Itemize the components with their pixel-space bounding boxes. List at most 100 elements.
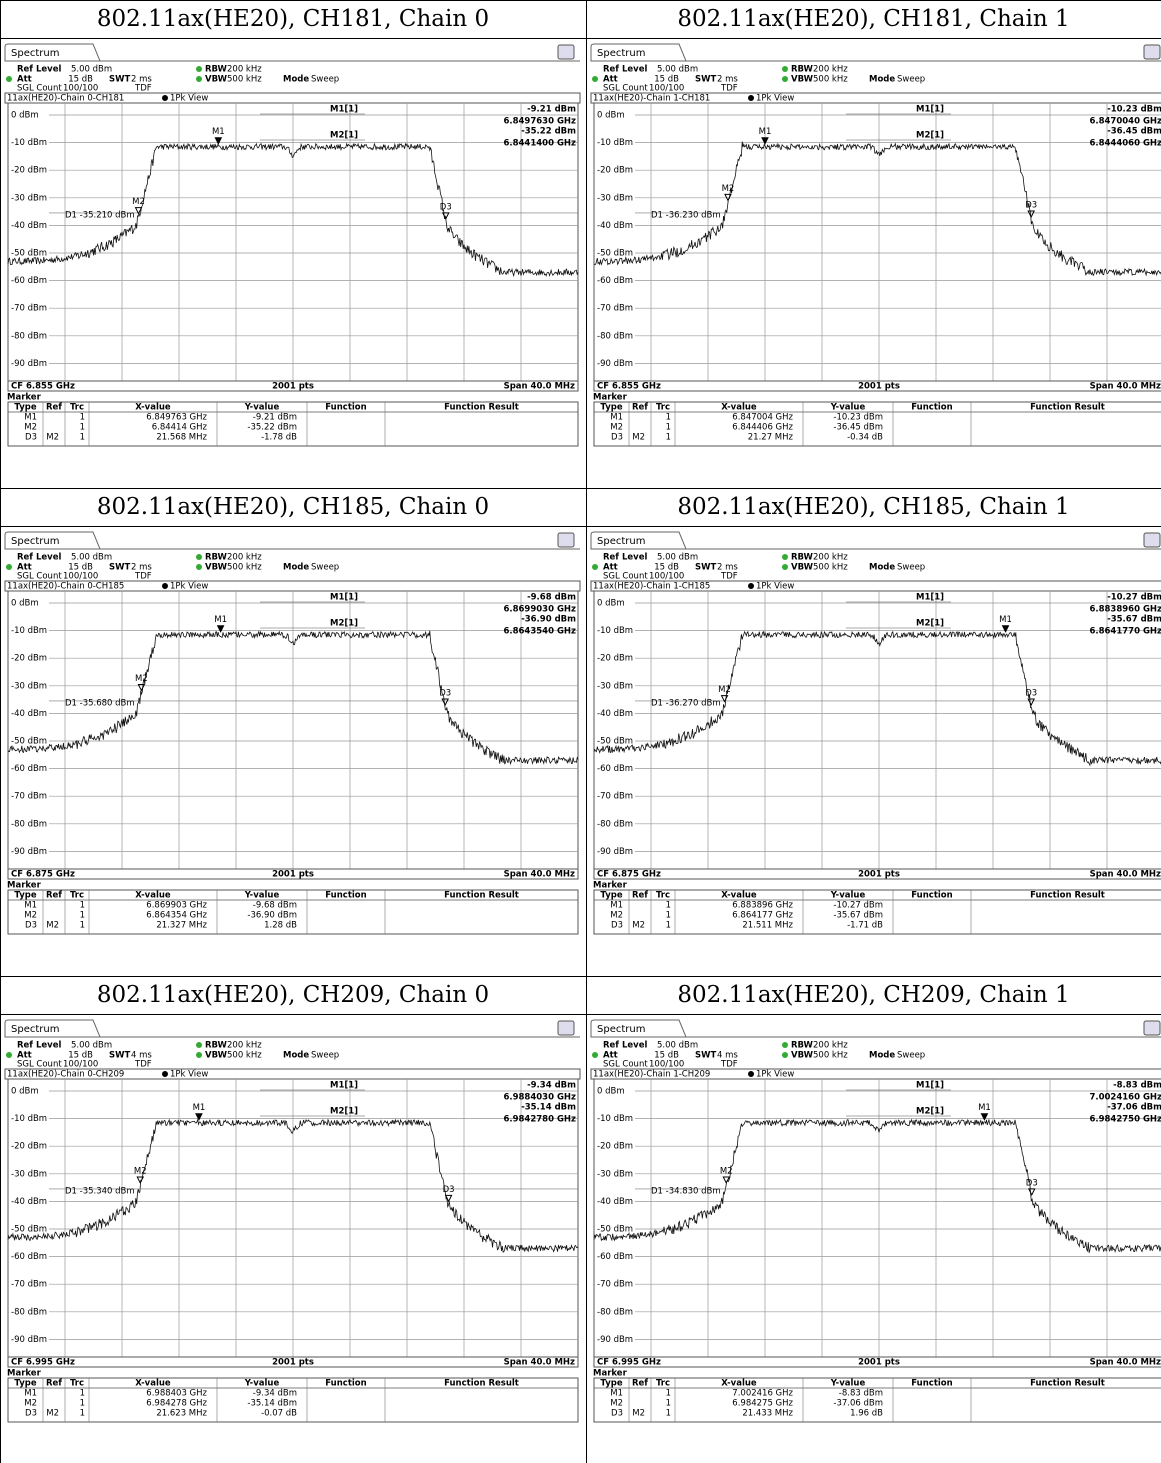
table-cell: M1	[24, 901, 37, 911]
swt: 2 ms	[717, 75, 738, 85]
y-tick-label: -80 dBm	[11, 331, 47, 341]
marker	[761, 137, 769, 145]
table-cell: 1	[80, 1409, 85, 1419]
pts: 2001 pts	[858, 870, 900, 880]
m2-level: -36.45 dBm	[1107, 127, 1161, 137]
trace-dot	[748, 583, 754, 589]
y-tick-label: -40 dBm	[11, 1197, 47, 1207]
panel-title: 802.11ax(HE20), CH181, Chain 0	[97, 6, 489, 32]
att: 15 dB	[68, 563, 93, 573]
vbw: 500 kHz	[813, 563, 848, 573]
y-tick-label: -60 dBm	[597, 1252, 633, 1262]
table-header: X-value	[135, 1379, 171, 1389]
m1-readout: M1[1]	[330, 593, 358, 603]
ref-level-label: Ref Level	[603, 553, 647, 563]
y-tick-label: -50 dBm	[11, 737, 47, 747]
y-tick-label: -80 dBm	[11, 819, 47, 829]
plot-area	[593, 1078, 1161, 1358]
menu-icon	[1143, 44, 1161, 60]
table-header: Function Result	[444, 1379, 519, 1389]
m1-level: -9.21 dBm	[527, 105, 576, 115]
marker-label: D3	[1026, 1178, 1038, 1188]
table-cell: 6.984278 GHz	[146, 1399, 207, 1409]
table-header: Trc	[656, 891, 670, 901]
rbw-label: RBW	[205, 65, 228, 75]
m1-level: -9.68 dBm	[527, 593, 576, 603]
trace-label: 11ax(HE20)-Chain 1-CH185	[593, 582, 710, 592]
trace	[593, 630, 1161, 767]
table-cell: -9.21 dBm	[253, 413, 297, 423]
table-header: X-value	[721, 403, 757, 413]
tab	[4, 1019, 101, 1038]
y-tick-label: -10 dBm	[597, 138, 633, 148]
m2-freq: 6.8441400 GHz	[503, 139, 576, 149]
mode: Sweep	[311, 563, 339, 573]
m1-level: -8.83 dBm	[1113, 1081, 1161, 1091]
y-tick-label: -20 dBm	[11, 166, 47, 176]
table-cell: M2	[24, 1399, 37, 1409]
rbw-label: RBW	[791, 553, 814, 563]
table-header: Function	[325, 891, 366, 901]
att-label: Att	[17, 1051, 32, 1061]
table-cell: M1	[610, 1389, 623, 1399]
menu-icon	[557, 44, 575, 60]
y-tick-label: -40 dBm	[11, 221, 47, 231]
marker	[441, 212, 450, 220]
ref-level-label: Ref Level	[17, 65, 61, 75]
y-tick-label: -70 dBm	[597, 1280, 633, 1290]
table-cell: 21.27 MHz	[748, 433, 794, 443]
table-header: Trc	[70, 1379, 84, 1389]
span: Span 40.0 MHz	[504, 382, 575, 392]
trace	[593, 141, 1161, 277]
swt-label: SWT	[109, 563, 130, 573]
ref-level-label: Ref Level	[603, 65, 647, 75]
cf: CF 6.855 GHz	[597, 382, 661, 392]
plot-area	[593, 102, 1161, 382]
y-tick-label: -10 dBm	[597, 626, 633, 636]
y-tick-label: -10 dBm	[597, 1114, 633, 1124]
y-tick-label: 0 dBm	[11, 1087, 39, 1097]
marker	[444, 1194, 453, 1203]
menu-icon	[1143, 532, 1161, 548]
table-cell: -37.06 dBm	[833, 1399, 883, 1409]
table-header: Y-value	[244, 891, 280, 901]
marker-heading: Marker	[7, 1369, 42, 1379]
m2-freq: 6.8641770 GHz	[1089, 627, 1161, 637]
y-tick-label: -80 dBm	[597, 819, 633, 829]
y-tick-label: -10 dBm	[11, 626, 47, 636]
y-tick-label: 0 dBm	[597, 111, 625, 121]
tab	[4, 43, 101, 62]
m2-readout: M2[1]	[916, 619, 944, 629]
marker-label: M2	[720, 1166, 733, 1176]
led	[592, 564, 598, 570]
d1-label: D1 -35.680 dBm	[65, 698, 135, 708]
table-cell: 1	[666, 911, 671, 921]
cf: CF 6.995 GHz	[11, 1358, 75, 1368]
y-tick-label: -40 dBm	[597, 709, 633, 719]
att: 15 dB	[654, 75, 679, 85]
marker	[720, 695, 729, 703]
m2-freq: 6.8444060 GHz	[1089, 139, 1161, 149]
table-header: X-value	[135, 891, 171, 901]
y-tick-label: -70 dBm	[597, 792, 633, 802]
table-cell: 1.96 dB	[850, 1409, 883, 1419]
m1-freq: 6.8838960 GHz	[1089, 605, 1161, 615]
marker-label: M1	[978, 1103, 991, 1113]
marker-label: D3	[439, 688, 451, 698]
view: 1Pk View	[170, 1070, 208, 1080]
mode-label: Mode	[283, 563, 309, 573]
menu-icon	[557, 1020, 575, 1036]
trace	[7, 142, 579, 278]
y-tick-label: -30 dBm	[597, 193, 633, 203]
table-cell: -8.83 dBm	[839, 1389, 883, 1399]
sgl-label: SGL Count	[603, 84, 648, 94]
table-header: Function Result	[1030, 1379, 1105, 1389]
panel-title: 802.11ax(HE20), CH209, Chain 1	[677, 982, 1069, 1008]
marker-table	[7, 889, 579, 935]
vbw-label: VBW	[205, 563, 228, 573]
view: 1Pk View	[756, 94, 794, 104]
table-header: Function Result	[1030, 891, 1105, 901]
sgl-label: SGL Count	[603, 1060, 648, 1070]
